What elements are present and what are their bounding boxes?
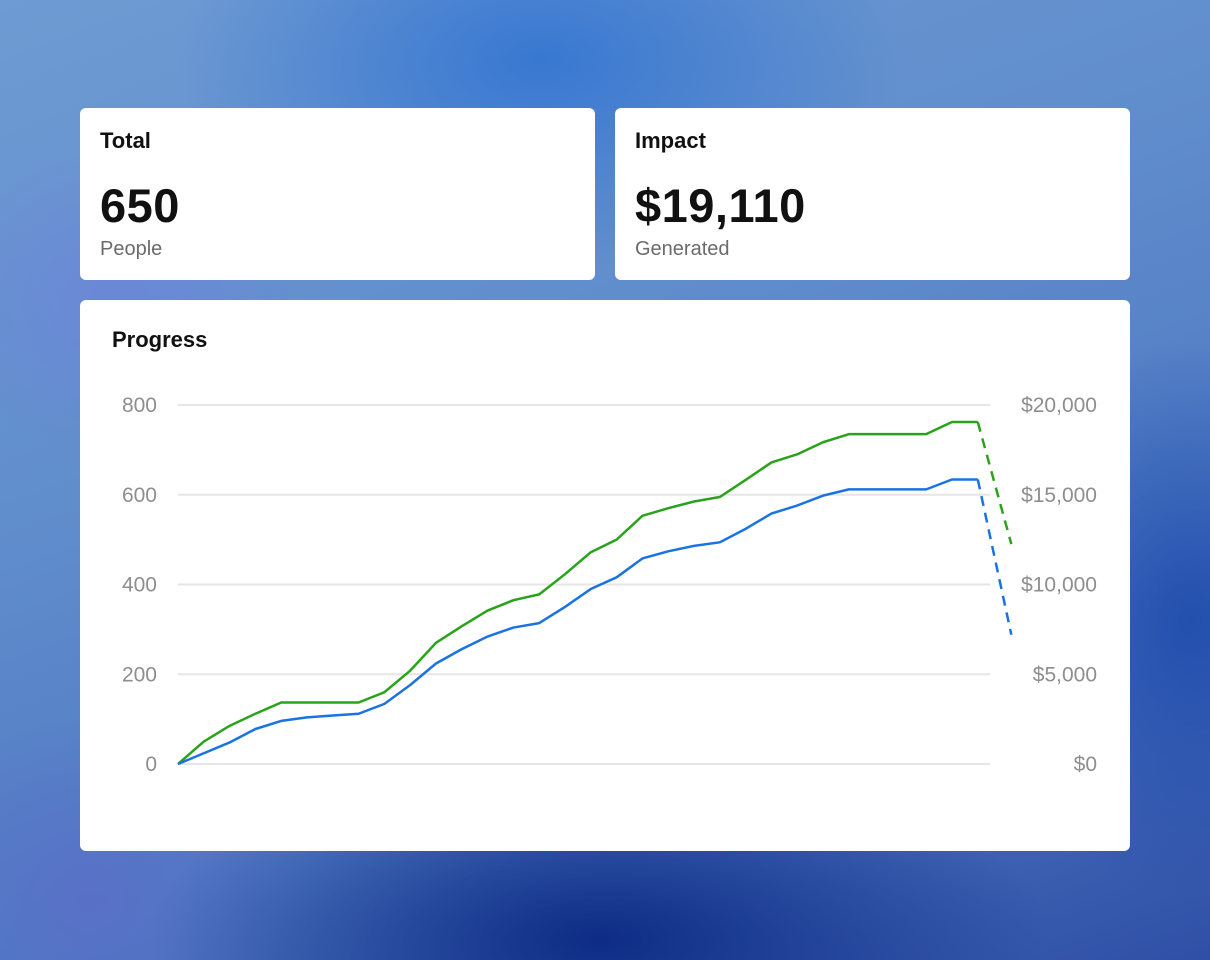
- progress-title: Progress: [112, 327, 208, 352]
- series-line-2: [177, 478, 978, 766]
- right-tick-label: $10,000: [1021, 574, 1097, 597]
- right-tick-label: $0: [1074, 753, 1097, 776]
- total-title: Total: [100, 128, 151, 153]
- impact-title: Impact: [635, 128, 706, 153]
- left-tick-label: 600: [122, 484, 157, 507]
- progress-card: Progress 0 200 400 600 800 $0 $5,000 $10,000 $15…: [80, 300, 1130, 851]
- progress-chart: 0 200 400 600 800 $0 $5,000 $10,000 $15,000 $20,0…: [122, 394, 1097, 776]
- series-line-1: [177, 420, 978, 765]
- left-tick-label: 200: [122, 663, 157, 686]
- right-tick-label: $5,000: [1033, 663, 1097, 686]
- impact-card: Impact $19,110 Generated: [615, 108, 1130, 280]
- total-value: 650: [100, 179, 180, 232]
- total-subtitle: People: [100, 238, 163, 260]
- series-projection-1: [976, 421, 1013, 545]
- left-tick-label: 0: [145, 753, 157, 776]
- right-tick-label: $20,000: [1021, 394, 1097, 417]
- series-projection-2: [976, 479, 1013, 636]
- impact-value: $19,110: [635, 179, 806, 232]
- impact-subtitle: Generated: [635, 238, 730, 260]
- left-tick-label: 400: [122, 574, 157, 597]
- total-card: Total 650 People: [80, 108, 595, 280]
- left-tick-label: 800: [122, 394, 157, 417]
- right-tick-label: $15,000: [1021, 484, 1097, 507]
